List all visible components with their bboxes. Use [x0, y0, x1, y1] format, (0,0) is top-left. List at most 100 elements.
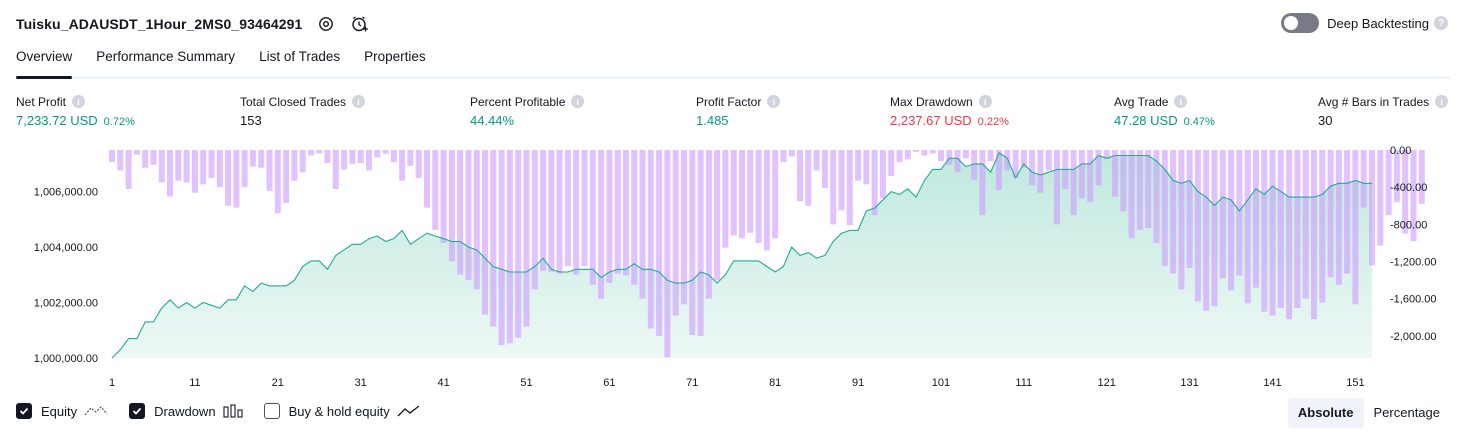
- drawdown-bar: [747, 150, 754, 233]
- buy-hold-checkbox[interactable]: [263, 403, 280, 419]
- info-icon[interactable]: i: [72, 95, 86, 108]
- drawdown-bar: [879, 150, 886, 199]
- drawdown-bar: [1186, 150, 1193, 269]
- drawdown-bar: [1136, 150, 1143, 230]
- tab-properties[interactable]: Properties: [364, 49, 426, 64]
- drawdown-bar: [871, 150, 878, 216]
- info-icon[interactable]: i: [978, 95, 992, 108]
- drawdown-bar: [1037, 150, 1044, 193]
- drawdown-bar: [465, 150, 472, 281]
- drawdown-bar: [697, 150, 704, 336]
- info-icon[interactable]: i: [767, 95, 781, 108]
- drawdown-bar: [482, 150, 488, 315]
- metric-value: 2,237.67 USD: [890, 113, 972, 128]
- drawdown-bar: [133, 150, 140, 155]
- drawdown-bar: [846, 150, 853, 226]
- drawdown-bar: [258, 150, 265, 168]
- drawdown-bar: [1327, 150, 1334, 278]
- drawdown-bar: [382, 150, 389, 154]
- deep-backtesting-toggle[interactable]: [1281, 13, 1320, 33]
- drawdown-bar: [548, 150, 555, 272]
- percentage-button[interactable]: Percentage: [1373, 405, 1441, 420]
- x-tick-label: 1: [109, 377, 115, 389]
- drawdown-bar: [374, 150, 381, 158]
- legend-drawdown[interactable]: Drawdown: [129, 403, 243, 419]
- metric-total-closed-trades: Total Closed Trades i 153: [240, 94, 366, 129]
- drawdown-bar: [623, 150, 629, 276]
- drawdown-bar: [233, 150, 240, 208]
- y-right-tick-label: -1,200.00: [1390, 257, 1436, 269]
- legend-buy-hold[interactable]: Buy & hold equity: [263, 403, 422, 419]
- tab-overview[interactable]: Overview: [16, 40, 73, 79]
- drawdown-bar: [1178, 150, 1185, 290]
- drawdown-bar: [938, 150, 944, 162]
- drawdown-bar: [1393, 150, 1400, 203]
- drawdown-bar: [598, 150, 605, 299]
- drawdown-bar: [366, 150, 372, 171]
- drawdown-bar: [614, 150, 621, 274]
- metric-value: 153: [240, 113, 262, 128]
- metric-label: Avg # Bars in Trades: [1318, 94, 1430, 109]
- deep-backtesting-label: Deep Backtesting: [1327, 15, 1429, 31]
- drawdown-bar: [448, 150, 455, 262]
- info-icon[interactable]: i: [571, 95, 585, 108]
- equity-drawdown-chart[interactable]: 1,000,000.00 1,002,000.00 1,004,000.00 1,00…: [0, 140, 1466, 400]
- drawdown-bar: [946, 150, 953, 165]
- equity-checkbox[interactable]: [16, 403, 32, 419]
- add-alert-icon[interactable]: [350, 14, 370, 34]
- drawdown-bar: [821, 150, 828, 189]
- drawdown-bar: [780, 150, 787, 163]
- drawdown-bar: [962, 150, 969, 159]
- metric-value: 7,233.72 USD: [16, 113, 98, 128]
- y-left-tick-label: 1,006,000.00: [34, 187, 98, 199]
- absolute-button[interactable]: Absolute: [1287, 398, 1364, 428]
- drawdown-bar: [1352, 150, 1359, 305]
- drawdown-bar: [150, 150, 157, 165]
- header: Tuisku_ADAUSDT_1Hour_2MS0_93464291: [16, 12, 370, 36]
- drawdown-bar: [117, 150, 124, 171]
- drawdown-bar: [647, 150, 654, 329]
- help-icon[interactable]: ?: [1434, 16, 1448, 30]
- drawdown-bar: [1236, 150, 1243, 276]
- drawdown-bar: [1253, 150, 1259, 288]
- drawdown-checkbox[interactable]: [129, 403, 146, 419]
- metric-profit-factor: Profit Factor i 1.485: [696, 94, 781, 129]
- drawdown-bar: [996, 150, 1002, 190]
- settings-icon[interactable]: [316, 14, 336, 34]
- drawdown-bar: [664, 150, 671, 358]
- drawdown-bar: [1211, 150, 1218, 307]
- info-icon[interactable]: i: [352, 95, 366, 108]
- drawdown-bar: [863, 150, 870, 185]
- y-left-tick-label: 1,000,000.00: [34, 353, 98, 365]
- drawdown-bar: [1004, 150, 1011, 171]
- metric-label: Percent Profitable: [470, 94, 566, 109]
- tab-performance-summary[interactable]: Performance Summary: [96, 49, 236, 64]
- drawdown-bar: [341, 150, 348, 170]
- metric-label: Avg Trade: [1114, 94, 1169, 109]
- drawdown-bar: [1360, 150, 1367, 208]
- x-tick-label: 121: [1098, 377, 1116, 389]
- drawdown-bar: [954, 150, 961, 173]
- drawdown-bar: [681, 150, 687, 305]
- drawdown-bar: [498, 150, 505, 346]
- x-tick-label: 71: [686, 377, 698, 389]
- legend-equity[interactable]: Equity: [16, 403, 109, 419]
- drawdown-bar: [1161, 150, 1168, 267]
- tab-list-of-trades[interactable]: List of Trades: [259, 49, 341, 64]
- drawdown-bar: [1120, 150, 1127, 212]
- drawdown-bar: [515, 150, 522, 338]
- drawdown-bar: [855, 150, 862, 181]
- drawdown-bar: [1319, 150, 1326, 303]
- drawdown-bar: [274, 150, 281, 214]
- info-icon[interactable]: i: [1435, 95, 1449, 108]
- drawdown-bar: [531, 150, 538, 290]
- drawdown-bars-icon: [223, 404, 243, 418]
- y-left-tick-label: 1,002,000.00: [34, 298, 98, 310]
- drawdown-bar: [191, 150, 198, 193]
- value-mode-toggle: Absolute Percentage: [1287, 398, 1450, 428]
- drawdown-bar: [407, 150, 414, 166]
- drawdown-bar: [581, 150, 588, 267]
- buy-hold-line-icon: [397, 405, 420, 417]
- drawdown-bar: [1070, 150, 1077, 216]
- info-icon[interactable]: i: [1174, 95, 1188, 108]
